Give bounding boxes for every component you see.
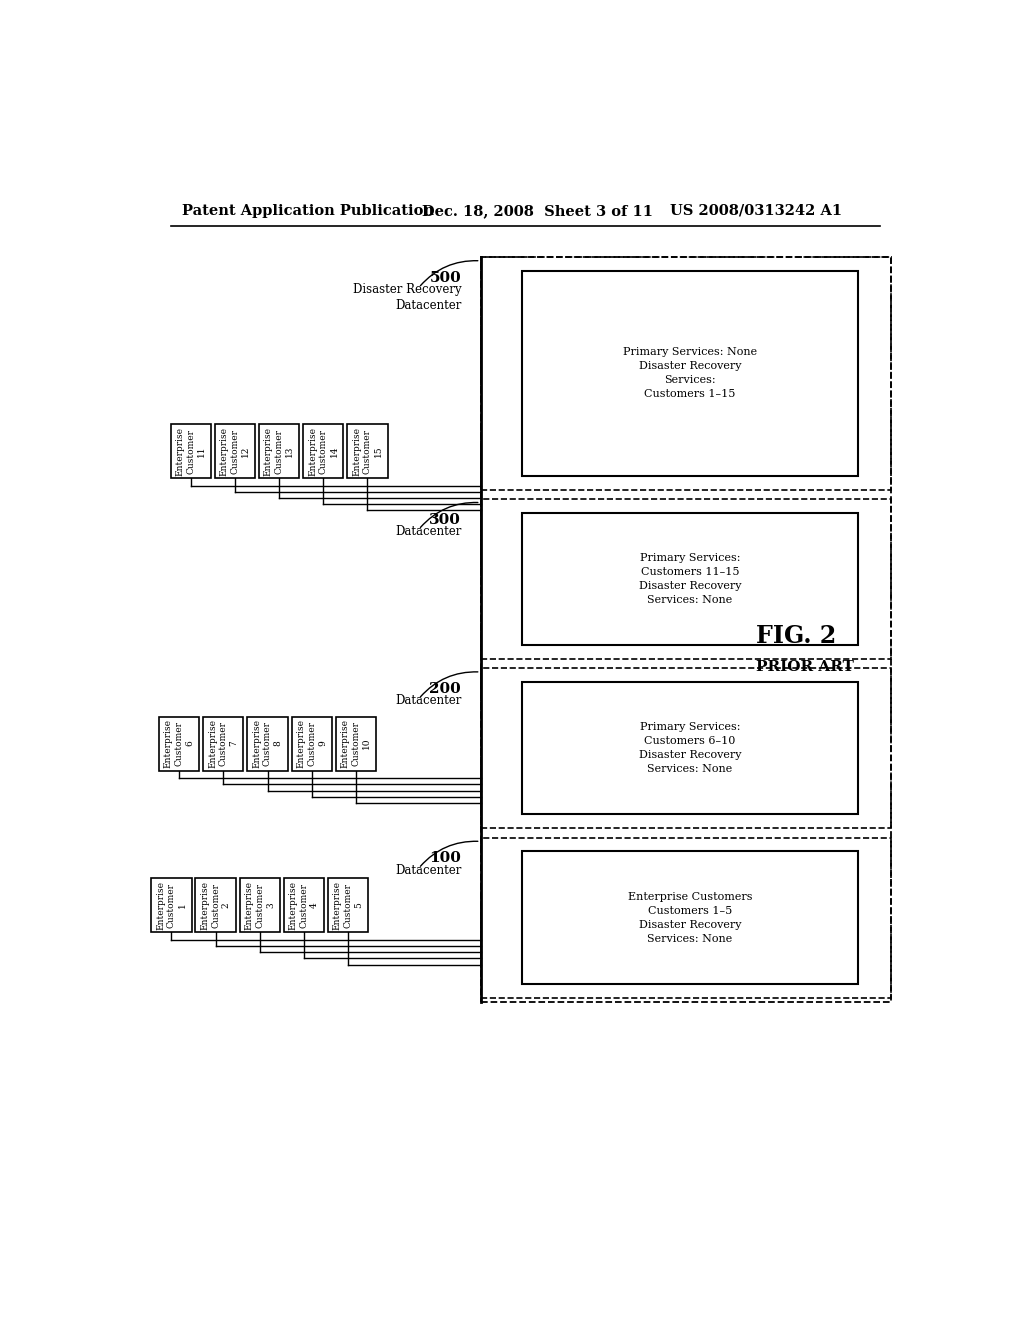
Text: Disaster Recovery
Datacenter: Disaster Recovery Datacenter [352, 284, 461, 312]
Text: Datacenter: Datacenter [395, 694, 461, 708]
Text: Enterprise
Customer
11: Enterprise Customer 11 [175, 426, 206, 475]
Bar [196, 878, 236, 932]
Bar [248, 717, 288, 771]
Bar [336, 717, 376, 771]
Bar [521, 271, 858, 475]
Text: 300: 300 [429, 512, 461, 527]
Bar [203, 717, 244, 771]
Bar [215, 424, 255, 478]
Text: Enterprise
Customer
8: Enterprise Customer 8 [252, 719, 283, 768]
Text: Enterprise
Customer
4: Enterprise Customer 4 [289, 880, 319, 929]
Text: FIG. 2: FIG. 2 [756, 624, 836, 648]
Text: 200: 200 [429, 682, 461, 696]
Bar [303, 424, 343, 478]
Text: Patent Application Publication: Patent Application Publication [182, 203, 434, 218]
Bar [240, 878, 280, 932]
Text: Enterprise
Customer
9: Enterprise Customer 9 [296, 719, 327, 768]
Bar [480, 668, 891, 829]
Text: Dec. 18, 2008  Sheet 3 of 11: Dec. 18, 2008 Sheet 3 of 11 [423, 203, 653, 218]
Bar [521, 851, 858, 983]
Bar [152, 878, 191, 932]
Text: Enterprise
Customer
7: Enterprise Customer 7 [208, 719, 239, 768]
Bar [480, 257, 891, 1002]
Bar [521, 682, 858, 814]
Text: US 2008/0313242 A1: US 2008/0313242 A1 [671, 203, 843, 218]
Bar [521, 512, 858, 645]
Bar [292, 717, 332, 771]
Bar [480, 838, 891, 998]
Text: Enterprise
Customer
12: Enterprise Customer 12 [220, 426, 250, 475]
Text: Primary Services: None
Disaster Recovery
Services:
Customers 1–15: Primary Services: None Disaster Recovery… [623, 347, 757, 399]
Text: 100: 100 [429, 851, 461, 866]
Text: Enterprise
Customer
15: Enterprise Customer 15 [352, 426, 383, 475]
Text: Datacenter: Datacenter [395, 525, 461, 539]
Bar [171, 424, 211, 478]
Text: Enterprise
Customer
5: Enterprise Customer 5 [333, 880, 364, 929]
Text: Enterprise
Customer
1: Enterprise Customer 1 [156, 880, 186, 929]
Text: Enterprise
Customer
10: Enterprise Customer 10 [341, 719, 371, 768]
Text: Primary Services:
Customers 11–15
Disaster Recovery
Services: None: Primary Services: Customers 11–15 Disast… [639, 553, 741, 605]
Text: Primary Services:
Customers 6–10
Disaster Recovery
Services: None: Primary Services: Customers 6–10 Disaste… [639, 722, 741, 775]
Text: Enterprise
Customer
13: Enterprise Customer 13 [264, 426, 294, 475]
Text: Enterprise
Customer
6: Enterprise Customer 6 [164, 719, 195, 768]
Bar [159, 717, 200, 771]
Text: PRIOR ART: PRIOR ART [756, 660, 854, 673]
Text: Datacenter: Datacenter [395, 863, 461, 876]
Text: 500: 500 [429, 271, 461, 285]
Text: Enterprise
Customer
14: Enterprise Customer 14 [308, 426, 339, 475]
Bar [480, 499, 891, 659]
Bar [347, 424, 388, 478]
Bar [259, 424, 299, 478]
Text: Enterprise
Customer
2: Enterprise Customer 2 [201, 880, 230, 929]
Text: Enterprise
Customer
3: Enterprise Customer 3 [245, 880, 275, 929]
Bar [328, 878, 369, 932]
Bar [284, 878, 324, 932]
Bar [480, 257, 891, 490]
Text: Enterprise Customers
Customers 1–5
Disaster Recovery
Services: None: Enterprise Customers Customers 1–5 Disas… [628, 891, 752, 944]
